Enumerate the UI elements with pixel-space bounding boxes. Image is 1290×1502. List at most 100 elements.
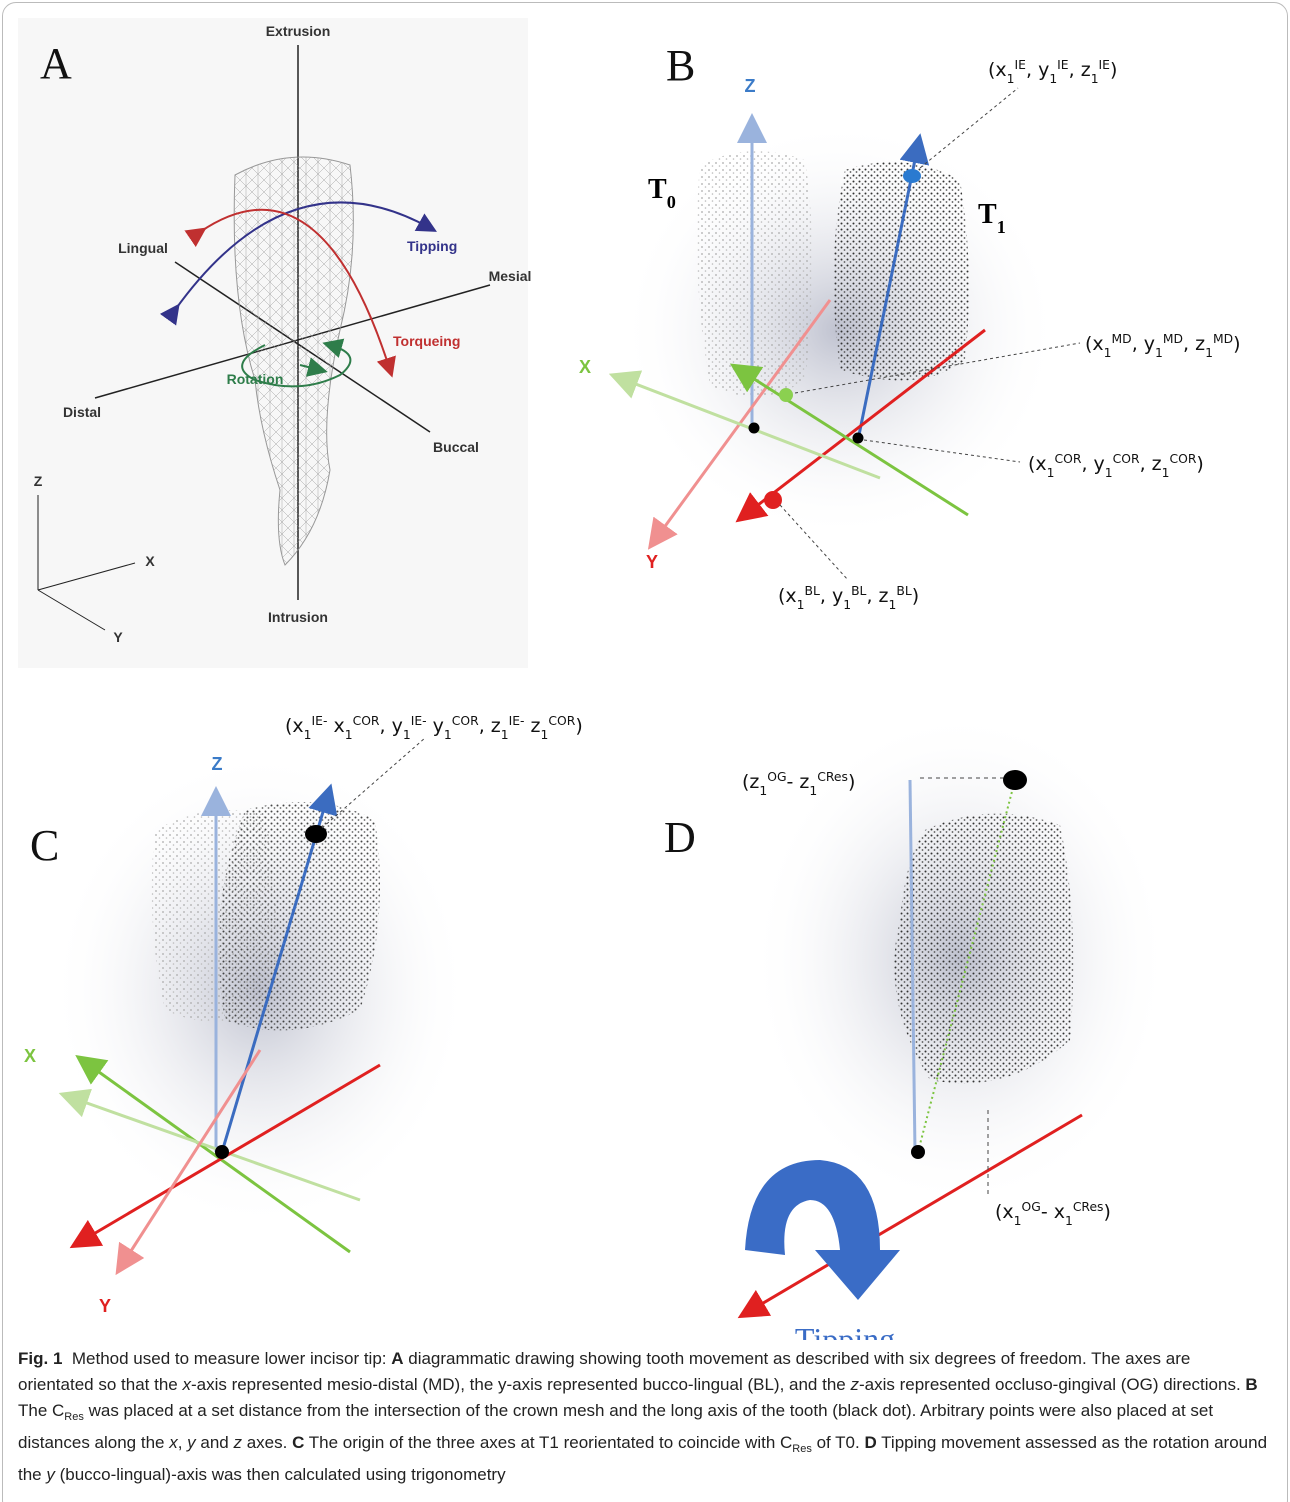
- label-text: z: [525, 715, 541, 737]
- superscript: COR: [1113, 452, 1140, 466]
- subscript: 1: [759, 784, 767, 798]
- tooth-t1: [218, 802, 380, 1030]
- subscript: 1: [1007, 72, 1015, 86]
- caption-text: (bucco-lingual)-axis was then calculated…: [55, 1465, 506, 1484]
- subscript: 1: [501, 728, 509, 742]
- superscript: COR: [1055, 452, 1082, 466]
- label-text: - x: [1041, 1201, 1065, 1223]
- superscript: BL: [805, 584, 820, 598]
- superscript: COR: [452, 714, 479, 728]
- subscript: 1: [1091, 72, 1099, 86]
- axis-label: Mesial: [489, 268, 532, 284]
- coordinate-label: (x1IE, y1IE, z1IE): [988, 58, 1117, 86]
- axis-label: X: [145, 553, 155, 569]
- caption-italic: x: [182, 1375, 191, 1394]
- label-text: , y: [1026, 59, 1049, 81]
- caption-text: -axis represented mesio-distal (MD), the…: [191, 1375, 851, 1394]
- superscript: COR: [353, 714, 380, 728]
- panel-label: D: [664, 813, 696, 862]
- superscript: MD: [1112, 332, 1132, 346]
- label-text: , y: [1132, 333, 1155, 355]
- caption-text: of T0.: [812, 1433, 865, 1452]
- label-text: ): [848, 771, 855, 793]
- label-text: ): [1196, 453, 1203, 475]
- caption-text: -axis represented occluso-gingival (OG) …: [859, 1375, 1245, 1394]
- subscript: 1: [1104, 346, 1112, 360]
- caption-bold: C: [292, 1433, 304, 1452]
- figure: A Extrusion Intrusion Lingual Mesial Dis…: [0, 0, 1290, 1340]
- subscript: 1: [797, 598, 805, 612]
- label-text: ): [912, 585, 919, 607]
- panel-b: B Z X Y T0 T1 (x1IE, y1IE, z1IE) (x1MD, …: [579, 41, 1241, 612]
- origin-point: [215, 1145, 229, 1159]
- subscript: 1: [889, 598, 897, 612]
- label-text: T: [978, 199, 997, 230]
- caption-bold: D: [864, 1433, 876, 1452]
- tooth-t1: [834, 162, 969, 380]
- tooth-label: T0: [648, 174, 676, 212]
- axis-label: Z: [745, 76, 756, 96]
- caption-bold: Fig. 1: [18, 1349, 62, 1368]
- panel-label: A: [40, 39, 72, 88]
- subscript: 1: [345, 728, 353, 742]
- ie-point: [903, 169, 921, 183]
- bl-point: [764, 491, 782, 509]
- caption-italic: y: [46, 1465, 55, 1484]
- caption-subscript: Res: [64, 1411, 84, 1423]
- axis-label: Lingual: [118, 240, 168, 256]
- axis-label: Z: [212, 754, 223, 774]
- superscript: IE: [1015, 58, 1027, 72]
- caption-text: ,: [178, 1433, 187, 1452]
- superscript: OG: [767, 770, 786, 784]
- axis-label: X: [24, 1046, 36, 1066]
- og-point: [1003, 770, 1027, 790]
- superscript: CRes: [817, 770, 848, 784]
- coordinate-label: (x1OG- x1CRes): [995, 1200, 1111, 1228]
- axis-label: Y: [646, 552, 658, 572]
- caption-text: The origin of the three axes at T1 reori…: [304, 1433, 792, 1452]
- subscript: 1: [1155, 346, 1163, 360]
- panel-d: D (z1OG- z1CRes) (x1OG- x1CRes) Tipping: [664, 710, 1170, 1340]
- label-text: y: [427, 715, 444, 737]
- label-text: (x: [988, 59, 1007, 81]
- label-text: (x: [1028, 453, 1047, 475]
- figure-page: A Extrusion Intrusion Lingual Mesial Dis…: [0, 0, 1290, 1502]
- label-text: , z: [1183, 333, 1205, 355]
- label-text: , z: [1140, 453, 1162, 475]
- caption-italic: x: [169, 1433, 178, 1452]
- label-text: ): [1233, 333, 1240, 355]
- figure-caption: Fig. 1 Method used to measure lower inci…: [18, 1346, 1268, 1488]
- axis-label: X: [579, 357, 591, 377]
- superscript: OG: [1022, 1200, 1041, 1214]
- panel-c: C Z X Y (x1IE- x1COR, y1IE- y1COR, z1IE-…: [24, 714, 583, 1316]
- superscript: COR: [548, 714, 575, 728]
- label-text: - z: [787, 771, 810, 793]
- axis-label: Distal: [63, 404, 101, 420]
- subscript: 0: [667, 192, 676, 212]
- superscript: COR: [1169, 452, 1196, 466]
- superscript: IE-: [312, 714, 328, 728]
- coordinate-label: (x1BL, y1BL, z1BL): [778, 584, 919, 612]
- axis-label: Z: [34, 473, 43, 489]
- axis-label: Extrusion: [266, 23, 331, 39]
- subscript: 1: [1105, 466, 1113, 480]
- label-text: x: [327, 715, 344, 737]
- subscript: 1: [1014, 1214, 1022, 1228]
- label-text: (x: [1085, 333, 1104, 355]
- ie-point: [305, 825, 327, 843]
- panel-a: A Extrusion Intrusion Lingual Mesial Dis…: [18, 18, 531, 668]
- superscript: IE-: [509, 714, 525, 728]
- subscript: 1: [403, 728, 411, 742]
- label-text: ): [1110, 59, 1117, 81]
- origin-point: [853, 433, 864, 444]
- caption-italic: z: [233, 1433, 242, 1452]
- subscript: 1: [1049, 72, 1057, 86]
- caption-italic: y: [187, 1433, 196, 1452]
- label-text: , z: [866, 585, 888, 607]
- subscript: 1: [1047, 466, 1055, 480]
- superscript: CRes: [1073, 1200, 1104, 1214]
- subscript: 1: [843, 598, 851, 612]
- label-text: , y: [820, 585, 843, 607]
- label-text: , z: [479, 715, 501, 737]
- axis-label: Intrusion: [268, 609, 328, 625]
